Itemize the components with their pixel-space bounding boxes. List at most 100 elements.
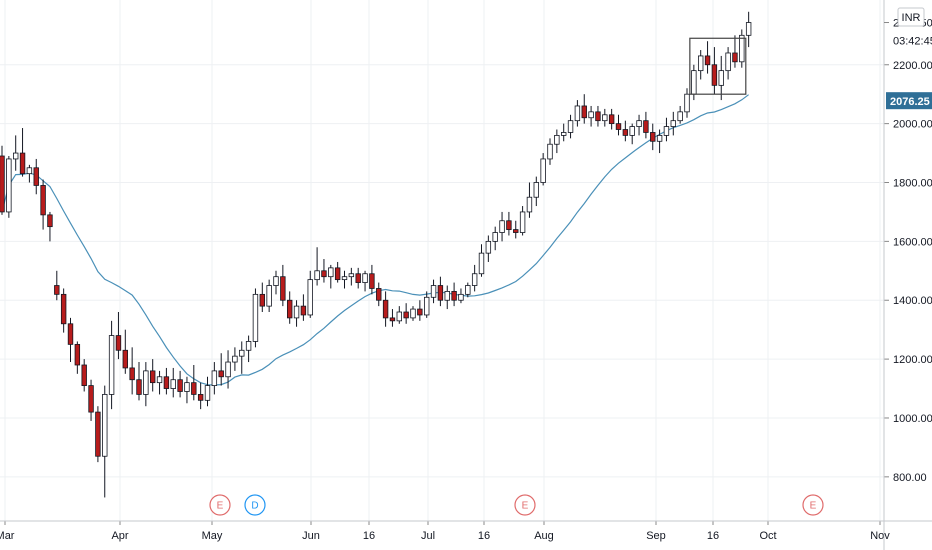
candle-down [95, 406, 101, 463]
candle-body [376, 288, 382, 301]
candle-down [321, 259, 327, 283]
candle-body [554, 135, 560, 145]
x-tick-label: Nov [870, 530, 890, 542]
candle-body [293, 305, 300, 319]
candle-body [608, 114, 615, 125]
y-tick-label: 1800.00 [893, 177, 932, 189]
candle-up [156, 370, 163, 395]
candle-body [6, 158, 12, 213]
candle-body [252, 293, 259, 342]
candle-body [40, 185, 46, 216]
candle-body [314, 270, 320, 281]
candle-body [149, 370, 156, 384]
candle-down [259, 282, 265, 313]
candle-body [33, 167, 39, 186]
candle-body [506, 220, 512, 230]
candle-body [143, 370, 149, 395]
candle-up [698, 50, 704, 80]
candle-body [588, 111, 594, 119]
candle-body [300, 305, 307, 316]
candle-up [745, 11, 752, 48]
candle-body [519, 211, 526, 233]
earnings-event-marker[interactable]: E [514, 494, 536, 516]
candle-body [115, 335, 122, 351]
candle-up [328, 264, 334, 289]
candle-up [245, 335, 252, 363]
candle-up [143, 362, 149, 407]
candle-down [704, 41, 711, 74]
candle-body [232, 355, 238, 363]
candle-up [307, 270, 313, 318]
candle-up [677, 105, 683, 124]
candle-body [725, 52, 731, 72]
candle-down [122, 329, 128, 374]
candle-up [656, 129, 663, 154]
candle-body [526, 196, 533, 213]
candle-down [74, 341, 81, 374]
candle-up [561, 123, 567, 142]
candle-down [218, 353, 224, 386]
candle-down [376, 282, 382, 307]
candle-up [348, 267, 355, 286]
x-tick-label: 16 [478, 530, 490, 542]
candle-body [698, 55, 704, 72]
dividend-event-marker[interactable]: D [244, 494, 266, 516]
candle-body [622, 129, 629, 136]
candle-body [574, 105, 581, 122]
candle-body [704, 55, 711, 66]
candle-up [239, 341, 245, 374]
candle-up [588, 105, 594, 127]
currency-badge[interactable]: INR [897, 7, 925, 27]
candle-down [177, 370, 183, 398]
candle-up [170, 367, 176, 398]
candle-body [60, 293, 67, 325]
candle-body [170, 379, 176, 389]
event-letter: E [522, 501, 529, 512]
candle-body [204, 385, 211, 401]
candle-up [423, 291, 430, 318]
candle-body [211, 370, 218, 386]
candle-body [0, 155, 5, 213]
candle-down [136, 362, 142, 401]
candle-down [149, 359, 156, 392]
event-letter: E [217, 501, 224, 512]
candle-body [177, 379, 183, 392]
candle-body [745, 22, 752, 36]
candle-up [478, 244, 485, 277]
candle-up [684, 88, 690, 118]
candle-body [643, 120, 649, 133]
candle-body [595, 111, 601, 122]
candle-body [739, 34, 745, 63]
y-tick-label: 2200.00 [893, 60, 932, 72]
candle-body [225, 361, 231, 378]
candle-body [423, 296, 430, 316]
consolidation-box [689, 37, 747, 95]
candle-up [26, 164, 33, 183]
earnings-event-marker[interactable]: E [802, 494, 824, 516]
candle-down [54, 270, 60, 301]
candle-down [191, 364, 197, 401]
countdown-label: 03:42:45 [893, 36, 932, 48]
candle-up [362, 270, 368, 292]
candle-down [389, 309, 396, 327]
candle-body [348, 273, 355, 278]
candle-down [88, 379, 94, 421]
earnings-event-marker[interactable]: E [209, 494, 231, 516]
candle-body [451, 291, 457, 301]
candle-down [47, 211, 53, 242]
candle-body [95, 411, 101, 457]
candle-down [129, 347, 135, 395]
candle-body [684, 93, 690, 113]
y-tick-label: 1200.00 [893, 354, 932, 366]
x-tick-label: Apr [111, 530, 128, 542]
candle-body [218, 370, 224, 378]
candle-body [732, 52, 738, 63]
event-letter: D [251, 501, 258, 512]
candle-up [547, 138, 553, 165]
candle-body [328, 267, 334, 278]
candle-up [314, 247, 320, 286]
candle-body [389, 317, 396, 322]
y-tick-label: 800.00 [893, 472, 927, 484]
